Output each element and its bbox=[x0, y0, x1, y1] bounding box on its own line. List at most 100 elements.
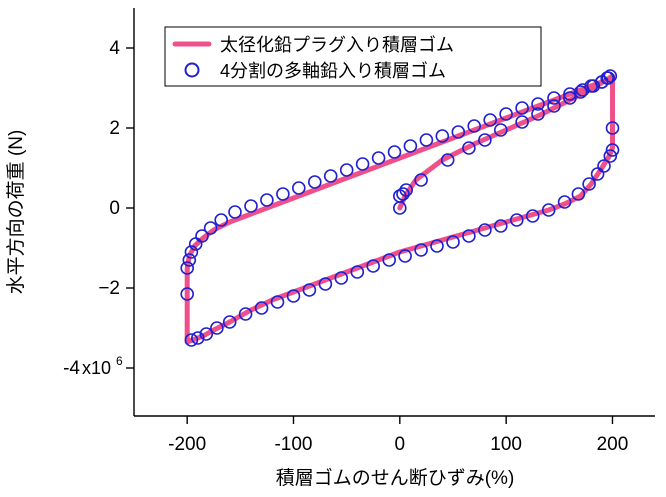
data-point-marker bbox=[334, 271, 349, 285]
data-point-marker bbox=[371, 151, 386, 165]
data-point-marker bbox=[515, 101, 529, 115]
data-point-marker bbox=[571, 187, 586, 201]
data-point-marker bbox=[435, 129, 450, 143]
series-markers-multi-axis-rubber bbox=[180, 69, 620, 347]
data-point-marker bbox=[399, 183, 414, 197]
data-point-marker bbox=[396, 187, 410, 201]
data-point-marker bbox=[184, 245, 199, 259]
x-tick-label: 0 bbox=[395, 434, 406, 455]
data-point-marker bbox=[467, 119, 482, 133]
data-point-marker bbox=[180, 261, 194, 275]
data-point-marker bbox=[307, 175, 322, 189]
data-point-marker bbox=[563, 87, 577, 101]
data-point-marker bbox=[382, 253, 397, 267]
data-point-marker bbox=[276, 187, 290, 201]
data-point-marker bbox=[478, 223, 492, 237]
legend: 太径化鉛プラグ入り積層ゴム 4分割の多軸鉛入り積層ゴム bbox=[164, 26, 542, 87]
y-tick-label: -4 bbox=[63, 358, 80, 379]
y-tick-label: −2 bbox=[98, 278, 120, 299]
y-tick-label: 4 bbox=[109, 38, 120, 59]
data-point-marker bbox=[590, 167, 605, 181]
y-tick-label: 2 bbox=[109, 118, 120, 139]
data-point-marker bbox=[462, 141, 476, 155]
data-point-marker bbox=[184, 333, 199, 347]
data-point-marker bbox=[499, 107, 513, 121]
data-point-marker bbox=[414, 173, 428, 187]
data-point-marker bbox=[430, 239, 444, 253]
data-point-marker bbox=[366, 259, 381, 273]
x-axis-label: 積層ゴムのせん断ひずみ(%) bbox=[276, 467, 515, 489]
data-point-marker bbox=[451, 125, 466, 139]
data-point-marker bbox=[515, 115, 529, 129]
data-point-marker bbox=[302, 283, 317, 297]
data-point-marker bbox=[547, 91, 561, 105]
data-point-marker bbox=[286, 289, 301, 303]
data-point-marker bbox=[547, 99, 561, 113]
y-tick-exponent-text: 6 bbox=[116, 354, 123, 368]
data-point-marker bbox=[493, 123, 508, 137]
legend-label-lead-plug-rubber: 太径化鉛プラグ入り積層ゴム bbox=[220, 35, 454, 55]
data-point-marker bbox=[605, 121, 620, 135]
data-point-marker bbox=[493, 219, 508, 233]
data-point-marker bbox=[563, 91, 577, 105]
data-point-marker bbox=[210, 321, 224, 335]
y-tick-multiplier-text: x10 bbox=[82, 358, 111, 378]
data-point-marker bbox=[462, 229, 476, 243]
data-point-marker bbox=[582, 177, 596, 191]
data-point-marker bbox=[203, 221, 218, 235]
data-point-marker bbox=[244, 199, 258, 213]
data-point-marker bbox=[440, 153, 455, 167]
data-point-marker bbox=[605, 143, 620, 157]
x-tick-label: 200 bbox=[597, 434, 629, 455]
data-point-marker bbox=[414, 243, 428, 257]
data-point-marker bbox=[350, 265, 365, 279]
data-point-marker bbox=[603, 149, 618, 163]
x-ticks: -200 -100 0 100 200 bbox=[168, 416, 628, 455]
data-point-marker bbox=[387, 145, 402, 159]
y-ticks: -4 −2 0 2 4 bbox=[63, 38, 134, 379]
y-tick-label: 0 bbox=[109, 198, 120, 219]
data-point-marker bbox=[228, 205, 242, 219]
x-tick-label: -100 bbox=[274, 434, 312, 455]
data-point-marker bbox=[398, 249, 412, 263]
data-point-marker bbox=[195, 229, 209, 243]
data-point-marker bbox=[355, 157, 370, 171]
y-tick-multiplier: x10 6 bbox=[82, 354, 123, 378]
series-line-lead-plug-rubber bbox=[184, 73, 615, 345]
data-point-marker bbox=[222, 315, 237, 329]
data-point-marker bbox=[238, 307, 253, 321]
data-point-marker bbox=[557, 195, 572, 209]
data-point-marker bbox=[260, 193, 274, 207]
x-tick-label: 100 bbox=[490, 434, 522, 455]
data-point-marker bbox=[199, 327, 214, 341]
data-point-marker bbox=[339, 163, 354, 177]
data-point-marker bbox=[182, 253, 197, 267]
data-point-marker bbox=[601, 71, 616, 85]
data-point-marker bbox=[478, 133, 492, 147]
data-point-marker bbox=[531, 107, 545, 121]
data-point-marker bbox=[483, 113, 498, 127]
data-point-marker bbox=[270, 295, 285, 309]
data-point-marker bbox=[318, 277, 333, 291]
data-point-marker bbox=[419, 133, 434, 147]
data-point-marker bbox=[323, 169, 338, 183]
legend-box bbox=[164, 26, 542, 87]
data-point-marker bbox=[573, 85, 588, 99]
data-point-marker bbox=[531, 97, 545, 111]
data-point-marker bbox=[446, 235, 460, 249]
data-point-marker bbox=[180, 287, 194, 301]
y-axis-label: 水平方向の荷重 (N) bbox=[5, 130, 27, 295]
data-point-marker bbox=[541, 203, 556, 217]
data-point-marker bbox=[254, 301, 269, 315]
data-point-marker bbox=[509, 213, 524, 227]
data-point-marker bbox=[586, 79, 601, 93]
x-tick-label: -200 bbox=[168, 434, 206, 455]
data-point-marker bbox=[291, 181, 306, 195]
data-point-marker bbox=[191, 331, 205, 345]
legend-marker-sample bbox=[184, 62, 200, 78]
data-point-marker bbox=[525, 209, 540, 223]
legend-label-multi-axis-rubber: 4分割の多軸鉛入り積層ゴム bbox=[220, 61, 446, 81]
data-point-marker bbox=[214, 213, 228, 227]
